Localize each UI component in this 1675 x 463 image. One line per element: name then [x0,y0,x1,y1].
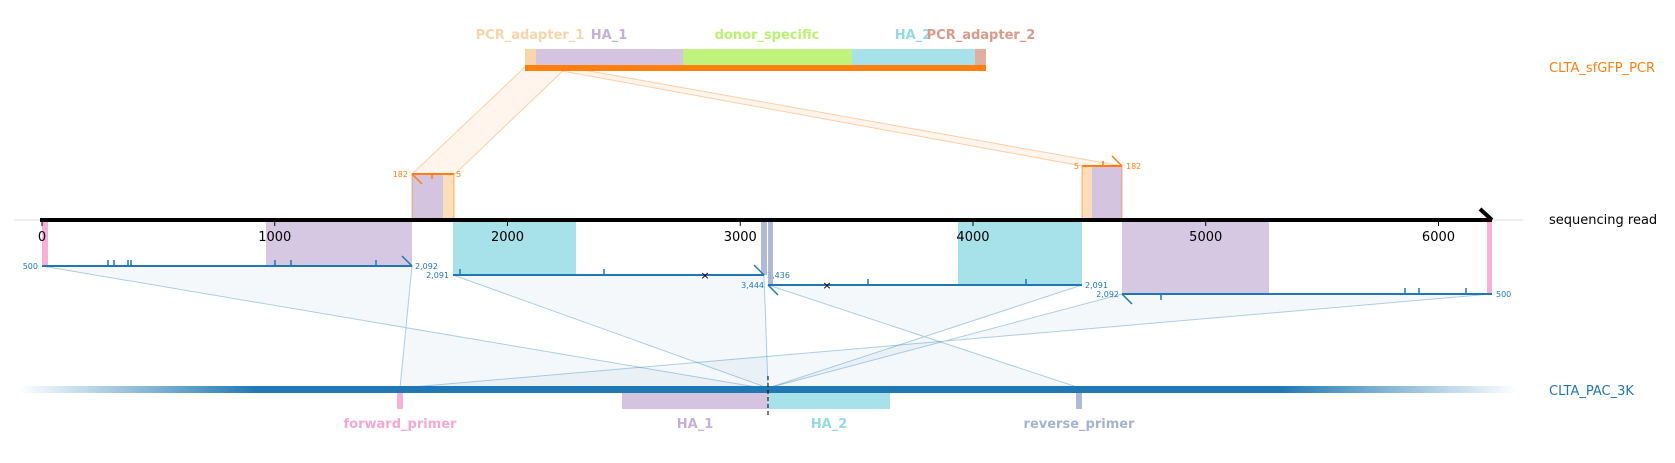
pcr-feature-ha1 [536,49,683,65]
ref-aln-3-ha2 [958,220,1082,285]
ref-aln-1-mismatch-ticks [107,260,377,266]
ref-alignment-4: 2,092 500 [1096,220,1511,305]
pcr-product [525,49,986,71]
ref-name-label: CLTA_PAC_3K [1549,384,1634,399]
pcr-aln-right-ha1 [1092,166,1122,220]
ref-aln-2-end-label: 3,436 [767,271,790,280]
pcr-name-label: CLTA_sfGFP_PCR [1549,61,1655,76]
pcr-label-ha2: HA_2 [895,28,932,43]
ref-alignment-3: × 3,444 2,091 [741,220,1108,296]
ref-aln-4-start-label: 2,092 [1096,290,1119,299]
ref-aln-1-hook [401,255,413,267]
read-axis-tick-label: 0 [38,230,46,245]
ref-aln-2-deletion-mark: × [700,269,709,282]
ref-feature-fwd [397,393,403,409]
pcr-connection-bands [410,66,1123,175]
read-axis-tick-label: 3000 [724,230,757,245]
pcr-feature-ha2 [852,49,975,65]
ref-aln-4-ha1 [1122,220,1269,294]
pcr-feature-adapter2 [975,49,986,65]
ref-aln-2-hook [753,264,765,276]
ref-aln-4-end-label: 500 [1496,290,1511,299]
read-axis-tick-label: 4000 [956,230,989,245]
pcr-aln-right-adapter [1082,166,1092,220]
pcr-feature-donor [683,49,852,65]
ref-alignment-1: 500 2,092 [23,220,438,271]
read-axis-arrowhead [1478,207,1494,222]
read-axis-ticks: 0 1000 2000 3000 4000 5000 6000 [38,220,1455,245]
pcr-label-ha1: HA_1 [591,28,628,43]
ref-aln-2-start-label: 2,091 [426,271,449,280]
ref-label-rev: reverse_primer [1024,417,1136,432]
ref-aln-3-end-label: 2,091 [1085,281,1108,290]
ref-aln-2-rev [761,220,767,275]
ref-aln-1-fwd [42,220,48,266]
ref-aln-1-end-label: 2,092 [415,262,438,271]
ref-aln-4-mismatch-ticks [1160,288,1467,300]
pcr-alignment-left: 182 5 [393,170,461,220]
ref-feature-labels: forward_primer HA_1 HA_2 reverse_primer [344,417,1136,432]
ref-feature-ha1 [622,393,768,409]
pcr-aln-left-hook [411,173,423,185]
pcr-feature-labels: PCR_adapter_1 HA_1 donor_specific HA_2 P… [476,28,1036,43]
pcr-aln-right-start-label: 5 [1074,162,1079,171]
read-axis: 0 1000 2000 3000 4000 5000 6000 [14,207,1523,245]
ref-feature-ha2 [768,393,890,409]
pcr-aln-right-hook [1111,155,1123,167]
ref-label-ha1: HA_1 [677,417,714,432]
pcr-feature-adapter1 [525,49,536,65]
ref-aln-3-hook [767,284,779,296]
pcr-aln-left-end-label: 5 [456,170,461,179]
pcr-aln-right-end-label: 182 [1126,162,1141,171]
ref-aln-4-hook [1121,293,1133,305]
ref-feature-rev [1076,393,1082,409]
reference-bar [18,386,1518,393]
ref-aln-4-fwd [1487,220,1492,294]
read-axis-tick-label: 2000 [491,230,524,245]
pcr-label-adapter2: PCR_adapter_2 [927,28,1036,43]
ref-aln-1-ha1 [266,220,412,266]
ref-label-ha2: HA_2 [811,417,848,432]
read-axis-tick-label: 5000 [1189,230,1222,245]
ref-aln-2-ha2 [453,220,576,275]
ref-aln-3-deletion-mark: × [822,279,831,292]
read-name-label: sequencing read [1549,213,1657,228]
ref-aln-3-start-label: 3,444 [741,281,764,290]
read-axis-tick-label: 1000 [258,230,291,245]
pcr-bar [525,65,986,71]
pcr-aln-left-ha1 [412,174,443,220]
reference [18,376,1518,416]
ref-aln-1-start-label: 500 [23,262,38,271]
pcr-alignment-right: 5 182 [1074,155,1141,220]
pcr-aln-left-adapter [443,174,454,220]
pcr-label-adapter1: PCR_adapter_1 [476,28,585,43]
pcr-label-donor: donor_specific [715,28,820,43]
reference-connection-bands [41,265,1493,389]
ref-label-fwd: forward_primer [344,417,458,432]
ref-alignment-2: × 2,091 3,436 [426,220,790,282]
read-axis-tick-label: 6000 [1422,230,1455,245]
pcr-aln-left-start-label: 182 [393,170,408,179]
pcr-band-right [539,66,1123,167]
pcr-band-left [410,66,569,175]
ref-aln-3-rev [768,220,773,285]
